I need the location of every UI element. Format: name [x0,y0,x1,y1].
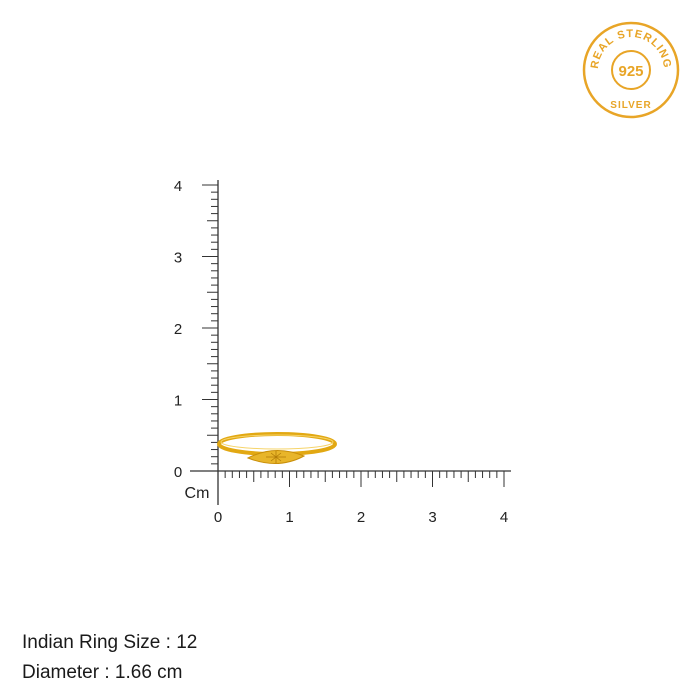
unit-label: Cm [185,485,210,502]
badge-inner-ring [611,50,651,90]
x-tick-label: 4 [500,509,508,526]
badge-center-text: 925 [618,63,643,80]
y-tick-label: 1 [174,393,182,410]
ring-image [217,432,337,464]
diameter-text: Diameter : 1.66 cm [22,662,183,683]
y-tick-label: 3 [174,250,182,267]
x-tick-label: 1 [285,509,293,526]
ring-size-text: Indian Ring Size : 12 [22,632,198,653]
ruler: 0 1 2 3 4 0 1 2 3 4 Cm [174,178,511,526]
y-tick-label: 4 [174,178,182,195]
x-tick-label: 0 [214,509,222,526]
badge-bottom-text: SILVER [610,100,651,111]
x-tick-label: 3 [428,509,436,526]
sterling-silver-badge: REAL STERLING 925 SILVER [582,21,680,119]
y-tick-label: 0 [174,464,182,481]
ring-band-highlight [220,434,334,450]
badge-outer-ring [582,21,680,119]
x-tick-label: 2 [357,509,365,526]
y-tick-label: 2 [174,321,182,338]
star-engraving-icon [266,451,286,463]
